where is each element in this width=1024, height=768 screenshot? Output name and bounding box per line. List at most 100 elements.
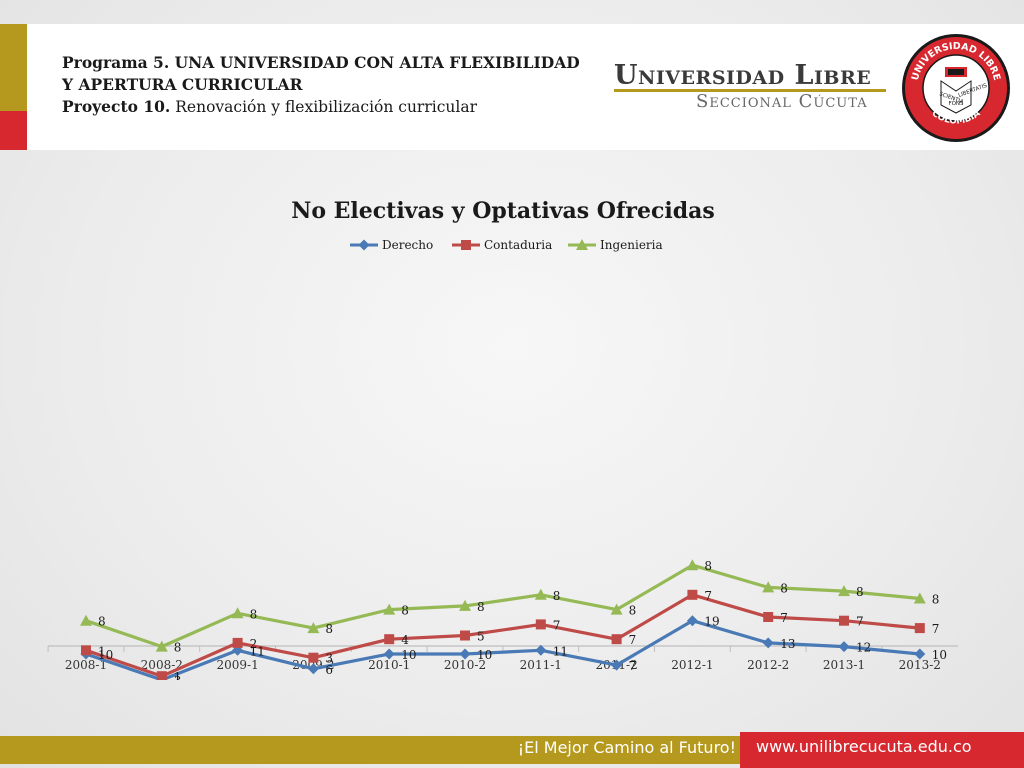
- program-line-1: Programa 5. UNA UNIVERSIDAD CON ALTA FLE…: [62, 53, 580, 72]
- data-label-ingenieria: 8: [704, 559, 712, 573]
- program-title: Programa 5. UNA UNIVERSIDAD CON ALTA FLE…: [62, 52, 602, 118]
- footer-website-link[interactable]: www.unilibrecucuta.edu.co: [756, 737, 972, 756]
- slide-header: [0, 24, 1024, 150]
- data-label-contaduria: 1: [174, 670, 182, 680]
- university-seal-icon: UNIVERSIDAD LIBRE COLOMBIA SCIENTIA FONS…: [902, 34, 1010, 142]
- data-label-derecho: 3: [174, 674, 182, 680]
- chart-legend: Derecho Contaduria Ingenieria: [350, 238, 663, 252]
- x-tick-label: 2009-1: [216, 658, 258, 672]
- data-point-contaduria: [535, 619, 546, 630]
- data-point-contaduria: [763, 612, 774, 622]
- footer-bar-gold: [0, 736, 740, 764]
- data-label-contaduria: 2: [250, 637, 258, 651]
- data-label-contaduria: 5: [477, 630, 485, 644]
- seal-center-text: FONS: [948, 101, 964, 107]
- legend-swatch-marker: [358, 239, 370, 251]
- data-label-contaduria: 3: [325, 652, 333, 666]
- data-label-derecho: 13: [780, 637, 795, 651]
- x-tick-label: 2011-1: [520, 658, 562, 672]
- chart-series: 1031161010117191312101123457777778888888…: [80, 559, 947, 680]
- data-label-contaduria: 7: [932, 622, 940, 636]
- data-label-ingenieria: 8: [401, 604, 409, 618]
- project-label: Proyecto 10.: [62, 97, 171, 116]
- header-accent-gold: [0, 24, 27, 111]
- university-name: Universidad Libre: [614, 60, 872, 91]
- legend-swatch-marker: [576, 239, 588, 250]
- data-label-derecho: 10: [477, 648, 492, 662]
- data-label-ingenieria: 8: [932, 593, 940, 607]
- data-label-derecho: 7: [629, 659, 637, 673]
- data-point-ingenieria: [762, 581, 775, 593]
- x-tick-label: 2012-2: [747, 658, 789, 672]
- data-point-derecho: [535, 644, 547, 656]
- legend-label-derecho: Derecho: [382, 238, 433, 252]
- data-point-ingenieria: [534, 588, 547, 600]
- data-point-contaduria: [81, 645, 91, 656]
- x-tick-label: 2013-1: [823, 658, 865, 672]
- data-point-ingenieria: [155, 640, 168, 652]
- x-tick-label: 2008-2: [141, 658, 183, 672]
- data-label-derecho: 10: [98, 648, 113, 662]
- data-label-ingenieria: 8: [250, 607, 258, 621]
- series-line-derecho: [85, 619, 920, 680]
- data-point-contaduria: [232, 637, 243, 648]
- data-point-contaduria: [460, 630, 470, 641]
- data-point-ingenieria: [383, 603, 396, 615]
- university-subtitle: Seccional Cúcuta: [696, 91, 868, 112]
- data-label-derecho: 11: [553, 644, 568, 658]
- data-point-ingenieria: [686, 559, 699, 571]
- legend-swatch-marker: [461, 240, 471, 250]
- data-point-ingenieria: [913, 592, 926, 604]
- data-label-contaduria: 7: [629, 633, 637, 647]
- data-label-ingenieria: 8: [174, 641, 182, 655]
- data-point-contaduria: [156, 671, 167, 680]
- data-point-derecho: [383, 648, 395, 660]
- data-point-contaduria: [384, 634, 395, 645]
- data-label-derecho: 12: [856, 641, 871, 655]
- x-tick-label: 2012-1: [671, 658, 713, 672]
- data-label-contaduria: 7: [553, 618, 561, 632]
- data-label-contaduria: 7: [780, 611, 788, 625]
- data-label-derecho: 11: [250, 644, 265, 658]
- legend-label-ingenieria: Ingenieria: [600, 238, 663, 252]
- data-point-ingenieria: [610, 603, 623, 615]
- data-point-ingenieria: [231, 607, 244, 619]
- x-tick-label: 2010-1: [368, 658, 410, 672]
- data-point-contaduria: [839, 615, 849, 626]
- data-label-contaduria: 7: [704, 589, 712, 603]
- chart-title: No Electivas y Optativas Ofrecidas: [291, 198, 715, 224]
- data-point-derecho: [686, 615, 698, 627]
- program-line-2: Y APERTURA CURRICULAR: [62, 75, 303, 94]
- series-line-contaduria: [85, 593, 920, 678]
- data-point-contaduria: [687, 589, 698, 600]
- footer-bar-red: [740, 732, 1024, 768]
- data-label-ingenieria: 8: [477, 600, 485, 614]
- data-point-derecho: [459, 648, 471, 660]
- university-name-underline: [614, 89, 886, 92]
- data-label-ingenieria: 8: [325, 622, 333, 636]
- x-axis-ticks: 2008-12008-22009-12009-22010-12010-22011…: [47, 646, 941, 672]
- data-label-contaduria: 1: [98, 644, 106, 658]
- data-point-contaduria: [308, 652, 319, 663]
- data-point-derecho: [611, 659, 623, 671]
- legend-label-contaduria: Contaduria: [484, 238, 552, 252]
- data-point-contaduria: [914, 623, 925, 634]
- data-point-ingenieria: [307, 622, 320, 634]
- data-point-contaduria: [611, 634, 622, 645]
- data-point-ingenieria: [838, 585, 850, 597]
- x-tick-label: 2008-1: [65, 658, 107, 672]
- series-line-ingenieria: [85, 563, 920, 649]
- data-label-contaduria: 7: [856, 615, 864, 629]
- footer-slogan: ¡El Mejor Camino al Futuro!: [517, 738, 736, 757]
- data-point-ingenieria: [80, 614, 92, 626]
- data-label-ingenieria: 8: [629, 604, 637, 618]
- data-point-derecho: [307, 663, 319, 675]
- line-chart: No Electivas y Optativas Ofrecidas Derec…: [47, 198, 958, 680]
- project-name: Renovación y flexibilización curricular: [170, 98, 477, 116]
- data-label-derecho: 6: [325, 663, 333, 677]
- data-label-ingenieria: 8: [98, 615, 106, 629]
- data-label-derecho: 19: [704, 615, 719, 629]
- data-point-derecho: [762, 637, 774, 649]
- data-label-ingenieria: 8: [856, 585, 864, 599]
- data-point-ingenieria: [459, 599, 471, 611]
